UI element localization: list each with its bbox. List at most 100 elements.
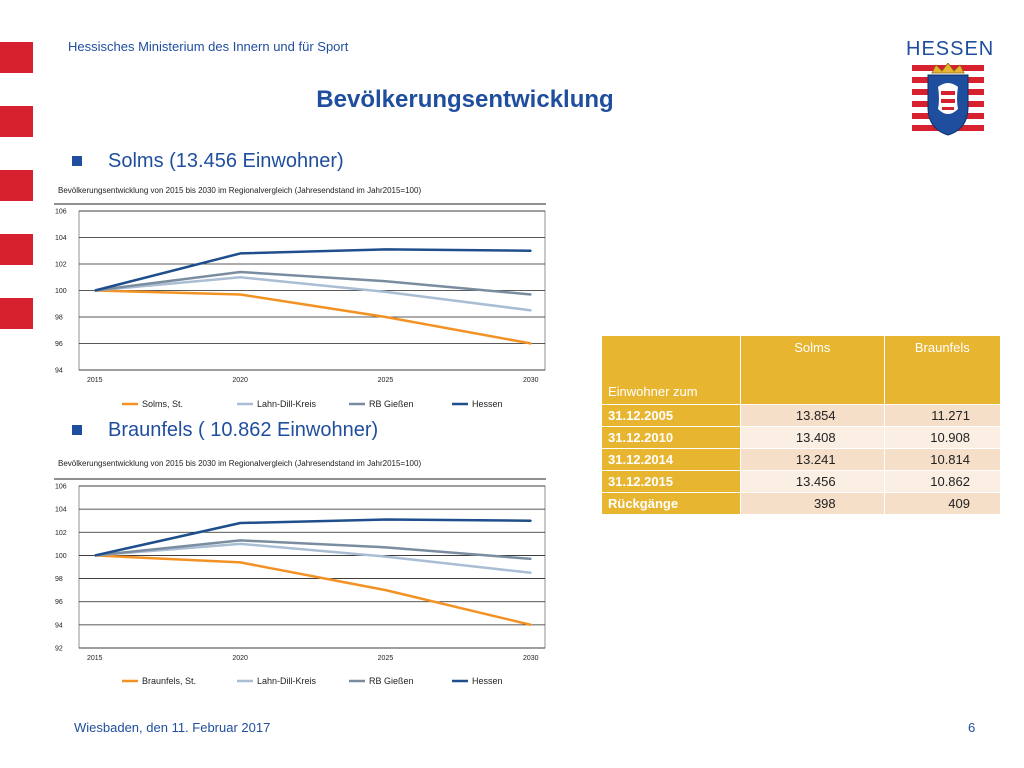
legend-label: Hessen xyxy=(472,676,503,686)
data-point xyxy=(530,342,532,345)
table-row-label: 31.12.2005 xyxy=(601,404,741,427)
y-tick-label: 94 xyxy=(55,622,63,629)
y-tick-label: 104 xyxy=(55,507,67,514)
table-cell: 13.456 xyxy=(740,470,885,493)
series-line xyxy=(94,270,532,296)
hessen-logo: HESSEN xyxy=(906,38,993,138)
data-point xyxy=(239,293,242,296)
x-tick-label: 2025 xyxy=(378,377,394,384)
data-point xyxy=(530,571,532,574)
table-row: 31.12.2015 13.456 10.862 xyxy=(601,470,1002,493)
table-cell: 10.862 xyxy=(883,470,1002,493)
chart-title-solms: Bevölkerungsentwicklung von 2015 bis 203… xyxy=(58,186,422,195)
y-tick-label: 98 xyxy=(55,315,63,322)
data-point xyxy=(384,280,387,283)
population-table: Einwohner zum Solms Braunfels 31.12.2005… xyxy=(601,335,1002,515)
chart-braunfels: 92 94 96 98 100 102 104 106 2015 2020 2025 2030 Brau… xyxy=(54,478,546,686)
data-point xyxy=(384,316,387,318)
table-cell: 13.854 xyxy=(740,404,885,427)
series-line xyxy=(94,248,532,292)
table-col-braunfels: Braunfels xyxy=(883,335,1002,405)
data-point xyxy=(530,558,532,560)
decor-tab-5 xyxy=(0,298,33,329)
table-cell: 13.408 xyxy=(740,426,885,449)
decor-tab-1 xyxy=(0,42,33,73)
legend-label: RB Gießen xyxy=(369,676,414,686)
series-line xyxy=(94,289,532,345)
table-row: 31.12.2014 13.241 10.814 xyxy=(601,448,1002,471)
table-row: 31.12.2010 13.408 10.908 xyxy=(601,426,1002,449)
legend-label: Lahn-Dill-Kreis xyxy=(257,399,317,409)
x-tick-label: 2015 xyxy=(87,655,103,662)
x-tick-label: 2030 xyxy=(523,377,539,384)
bullet-icon xyxy=(72,156,82,166)
x-tick-label: 2030 xyxy=(523,655,539,662)
chart-solms: 94 96 98 100 102 104 106 2015 2020 2025 2030 Solms,… xyxy=(54,203,546,409)
data-point xyxy=(239,522,242,524)
table-cell: 10.908 xyxy=(883,426,1002,449)
table-row: Rückgänge 398 409 xyxy=(601,492,1002,515)
data-point xyxy=(384,291,387,293)
series-line xyxy=(94,276,532,312)
x-tick-label: 2020 xyxy=(232,655,248,662)
section-title-braunfels: Braunfels ( 10.862 Einwohner) xyxy=(108,419,379,441)
legend-label: Lahn-Dill-Kreis xyxy=(257,676,317,686)
data-point xyxy=(530,624,532,626)
table-row-header: Einwohner zum xyxy=(601,335,741,405)
legend-label: Braunfels, St. xyxy=(142,676,196,686)
data-point xyxy=(384,518,387,521)
data-point xyxy=(94,289,96,292)
decor-tab-2 xyxy=(0,106,33,137)
table-row-label: Rückgänge xyxy=(601,492,741,515)
data-point xyxy=(239,276,242,279)
y-tick-label: 106 xyxy=(55,484,67,491)
footer-date: Wiesbaden, den 11. Februar 2017 xyxy=(74,720,271,735)
data-point xyxy=(239,252,242,255)
x-tick-label: 2025 xyxy=(378,655,394,662)
x-tick-label: 2015 xyxy=(87,377,103,384)
table-cell: 10.814 xyxy=(883,448,1002,471)
table-col-solms: Solms xyxy=(740,335,885,405)
y-tick-label: 92 xyxy=(55,646,63,653)
table-cell: 398 xyxy=(740,492,885,515)
series-line xyxy=(94,542,532,575)
y-tick-label: 100 xyxy=(55,288,67,295)
bullet-icon xyxy=(72,425,82,435)
y-tick-label: 102 xyxy=(55,262,67,269)
chart-title-braunfels: Bevölkerungsentwicklung von 2015 bis 203… xyxy=(58,459,422,468)
y-tick-label: 102 xyxy=(55,530,67,537)
series-line xyxy=(94,539,532,561)
x-tick-label: 2020 xyxy=(232,377,248,384)
data-point xyxy=(384,248,387,251)
table-cell: 11.271 xyxy=(883,404,1002,427)
data-point xyxy=(239,271,242,273)
y-tick-label: 98 xyxy=(55,576,63,583)
section-title-solms: Solms (13.456 Einwohner) xyxy=(108,150,344,172)
data-point xyxy=(239,543,242,545)
data-point xyxy=(239,539,242,542)
data-point xyxy=(384,589,387,591)
legend-label: Solms, St. xyxy=(142,399,183,409)
y-tick-label: 100 xyxy=(55,553,67,560)
y-tick-label: 96 xyxy=(55,599,63,606)
y-tick-label: 96 xyxy=(55,341,63,348)
page-title: Bevölkerungsentwicklung xyxy=(316,86,614,113)
data-point xyxy=(384,546,387,549)
table-row-label: 31.12.2014 xyxy=(601,448,741,471)
table-header-row: Einwohner zum Solms Braunfels xyxy=(601,335,1002,405)
decor-tab-4 xyxy=(0,234,33,265)
series-line xyxy=(94,554,532,627)
table-row: 31.12.2005 13.854 11.271 xyxy=(601,404,1002,427)
y-tick-label: 94 xyxy=(55,368,63,375)
coat-of-arms-icon xyxy=(912,63,984,137)
table-cell: 409 xyxy=(883,492,1002,515)
data-point xyxy=(530,309,532,312)
page-number: 6 xyxy=(968,720,976,735)
table-row-label: 31.12.2015 xyxy=(601,470,741,493)
data-point xyxy=(530,519,532,522)
data-point xyxy=(530,293,532,296)
ministry-name: Hessisches Ministerium des Innern und fü… xyxy=(68,39,349,54)
legend-label: Hessen xyxy=(472,399,503,409)
table-row-label: 31.12.2010 xyxy=(601,426,741,449)
y-tick-label: 104 xyxy=(55,235,67,242)
